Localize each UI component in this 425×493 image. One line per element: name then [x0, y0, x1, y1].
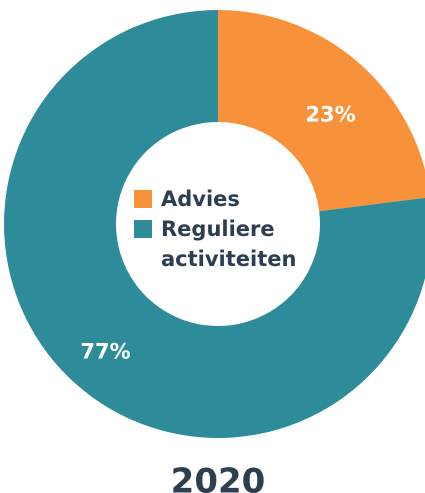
legend: Advies Reguliere activiteiten	[134, 184, 314, 274]
donut-segment	[4, 10, 425, 438]
legend-label: Advies	[161, 187, 240, 211]
legend-swatch	[134, 190, 152, 208]
legend-label: Reguliere activiteiten	[161, 217, 297, 271]
data-label: 77%	[80, 340, 130, 364]
data-label: 23%	[305, 102, 355, 126]
chart-title: 2020	[171, 462, 266, 493]
legend-swatch	[134, 220, 152, 238]
donut-segment	[218, 10, 425, 212]
legend-item: Reguliere activiteiten	[134, 214, 314, 274]
legend-item: Advies	[134, 184, 314, 214]
